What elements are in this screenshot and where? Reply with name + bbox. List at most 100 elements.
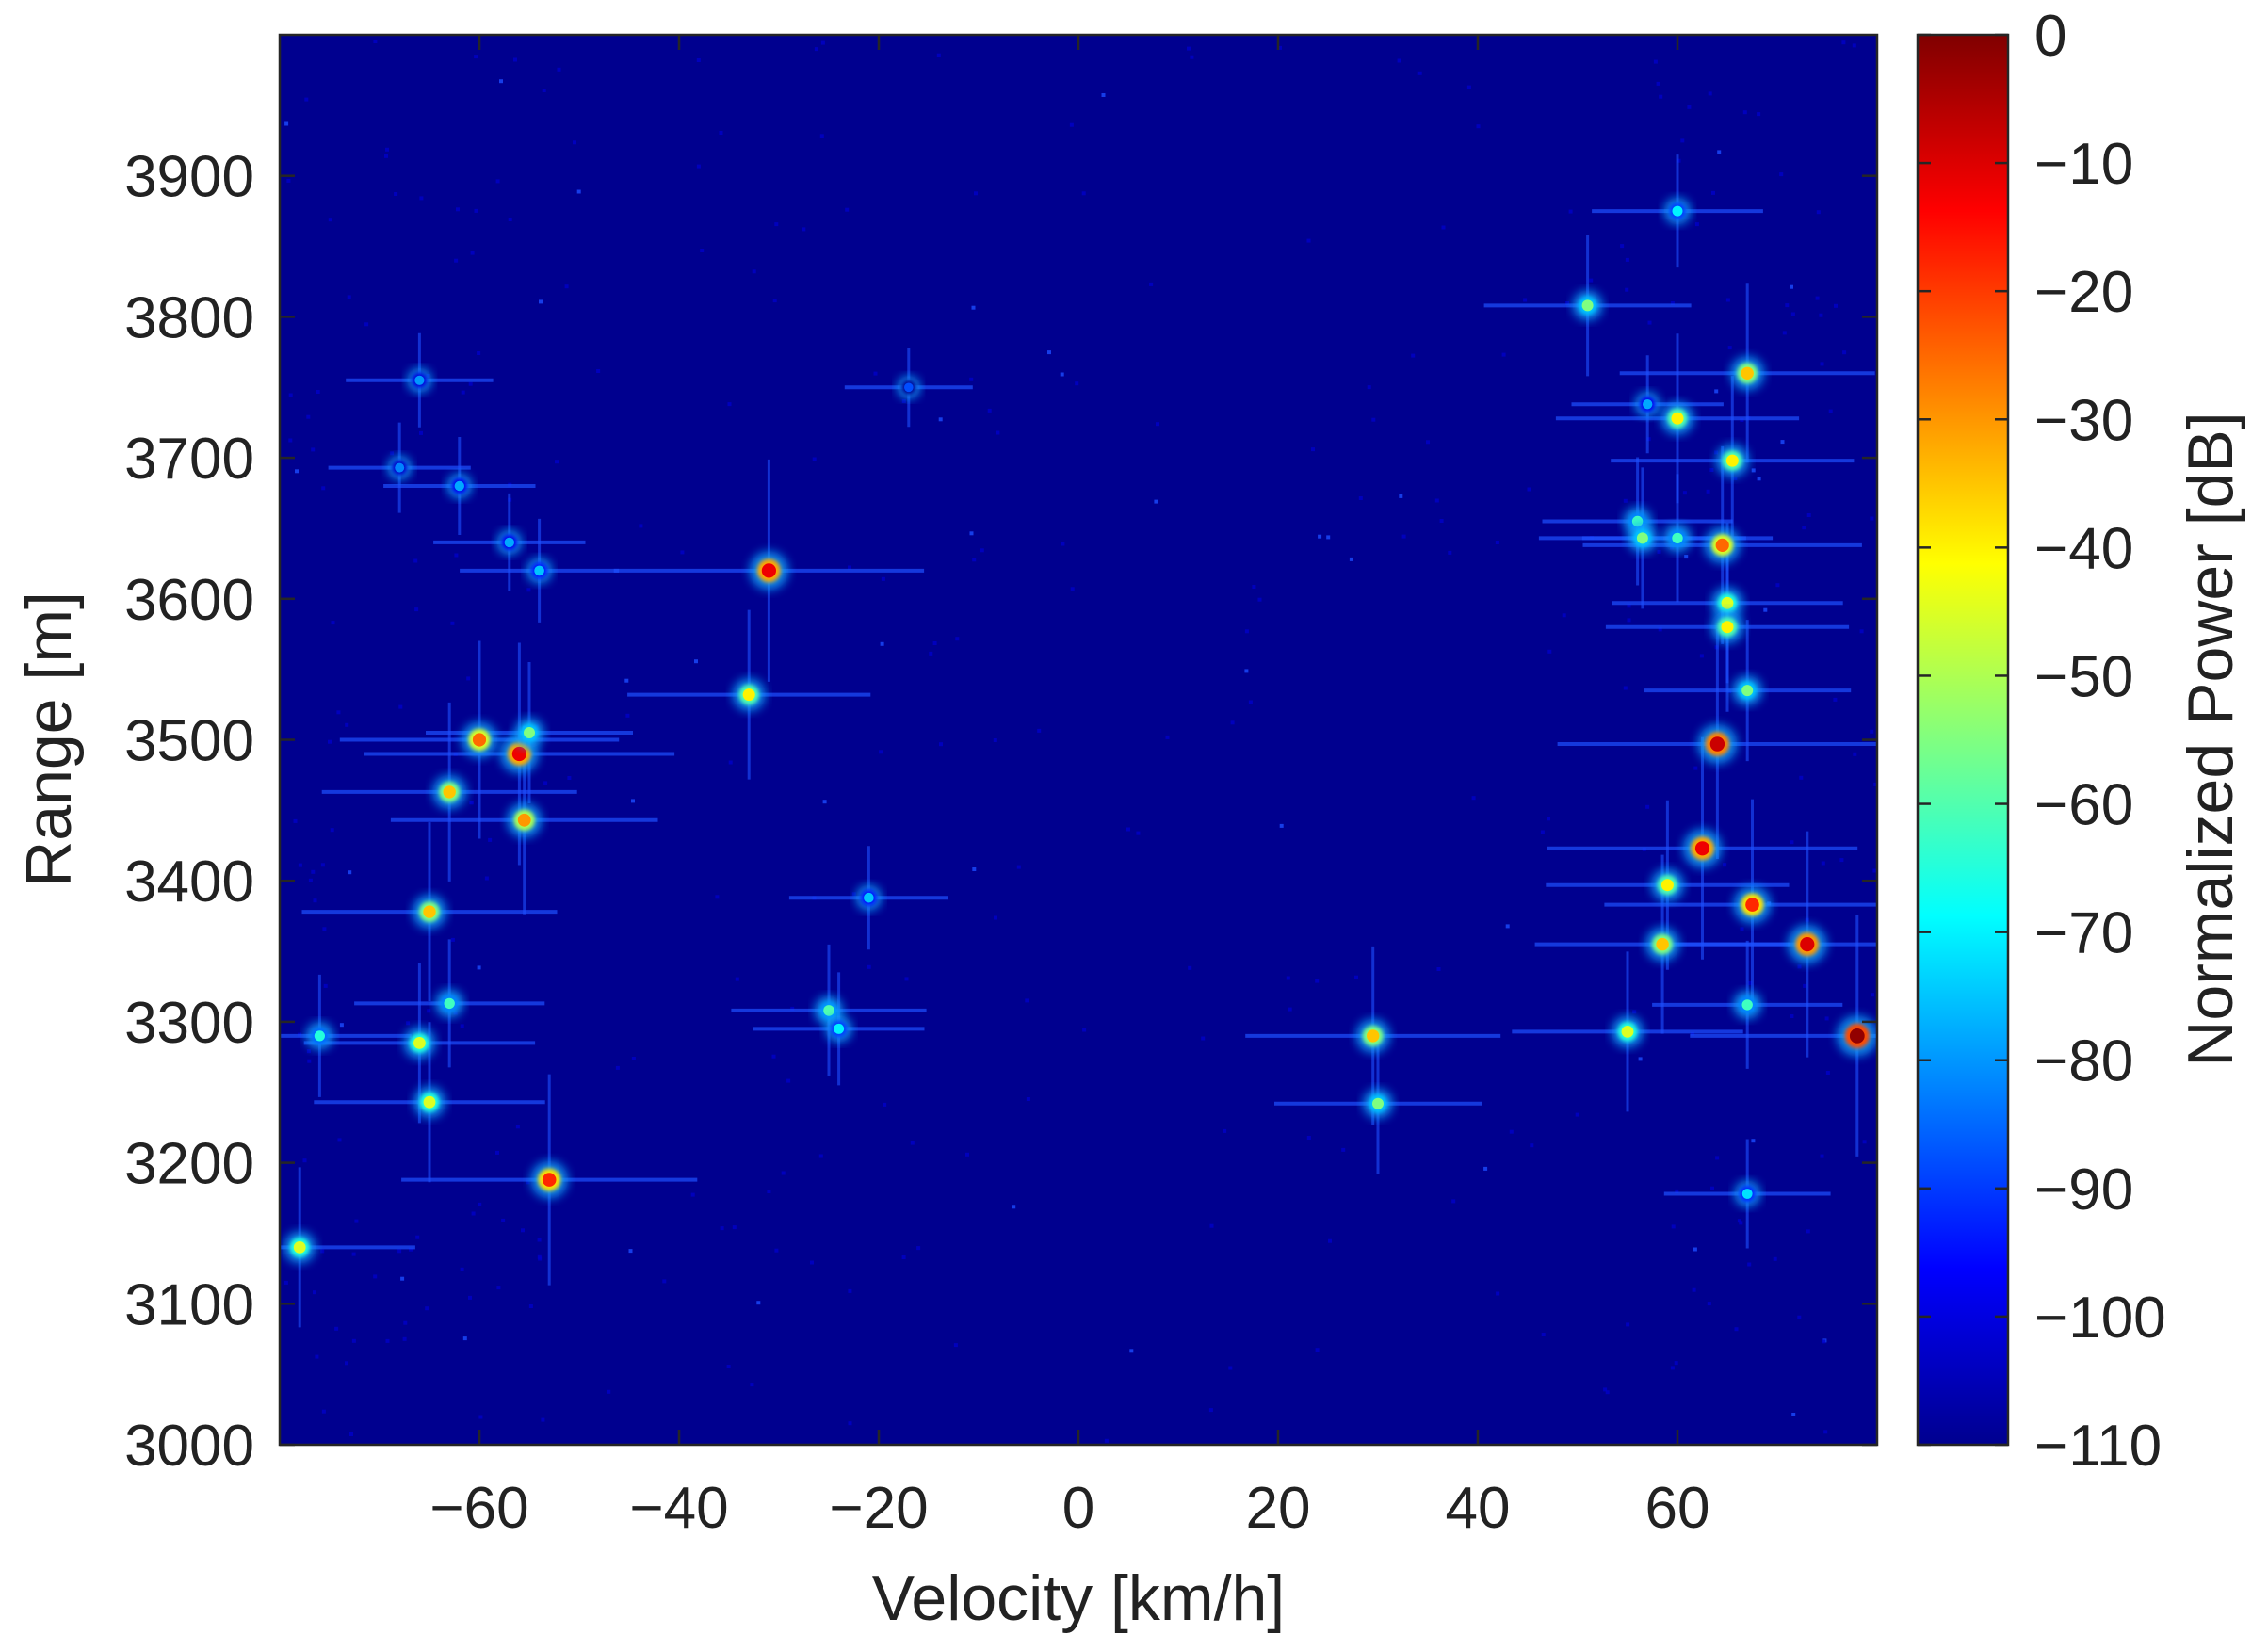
noise-speckle (1244, 629, 1249, 634)
noise-speckle (1575, 1112, 1580, 1117)
noise-speckle (567, 776, 572, 780)
noise-speckle (320, 863, 325, 867)
noise-speckle (470, 251, 475, 255)
noise-speckle (1820, 362, 1824, 366)
noise-speckle (1834, 303, 1838, 308)
target-point (1660, 879, 1674, 892)
noise-speckle (1341, 1147, 1346, 1152)
noise-speckle (1101, 93, 1106, 97)
x-tick-label: −60 (429, 1476, 528, 1541)
noise-speckle (848, 1288, 852, 1293)
noise-speckle (515, 1125, 520, 1129)
noise-speckle (1156, 422, 1159, 427)
noise-speckle (1862, 1140, 1867, 1144)
noise-speckle (1828, 409, 1833, 413)
noise-speckle (1797, 964, 1802, 969)
noise-speckle (555, 460, 559, 464)
noise-speckle (1129, 1349, 1134, 1353)
noise-speckle (1318, 534, 1322, 539)
noise-speckle (971, 305, 976, 310)
target-point (504, 537, 514, 548)
noise-speckle (939, 742, 943, 747)
target-point (293, 1241, 306, 1254)
noise-speckle (1426, 440, 1430, 445)
noise-speckle (1709, 468, 1714, 472)
colorbar-tick-label: −30 (2034, 388, 2133, 453)
noise-speckle (1822, 1339, 1826, 1344)
noise-speckle (881, 576, 885, 581)
noise-speckle (1780, 440, 1785, 445)
noise-speckle (1763, 607, 1768, 612)
noise-speckle (295, 469, 299, 474)
noise-speckle (1565, 301, 1569, 305)
noise-speckle (822, 800, 827, 804)
noise-speckle (484, 876, 489, 881)
x-axis-ticks: −60 −40 −20 0 20 40 60 (429, 35, 1709, 1541)
noise-speckle (1244, 669, 1249, 673)
noise-speckle (1714, 389, 1719, 394)
noise-speckle (328, 218, 332, 222)
noise-speckle (993, 738, 997, 742)
noise-speckle (972, 558, 977, 562)
noise-speckle (1687, 105, 1692, 109)
noise-speckle (814, 47, 818, 52)
target-point (542, 1173, 557, 1187)
noise-speckle (974, 191, 978, 196)
noise-speckle (631, 1057, 636, 1060)
noise-speckle (1657, 549, 1661, 554)
target-point (413, 1037, 426, 1049)
noise-speckle (727, 402, 732, 407)
noise-speckle (1710, 1186, 1714, 1190)
noise-speckle (320, 1249, 325, 1254)
noise-speckle (1872, 868, 1877, 873)
noise-speckle (542, 89, 546, 92)
noise-speckle (1715, 1156, 1720, 1160)
noise-speckle (1026, 1097, 1030, 1101)
noise-speckle (1311, 447, 1315, 452)
noise-speckle (385, 147, 389, 152)
noise-speckle (1527, 487, 1531, 492)
noise-speckle (720, 1226, 724, 1231)
noise-speckle (1081, 191, 1086, 196)
noise-speckle (772, 299, 777, 303)
noise-speckle (631, 799, 635, 803)
noise-speckle (337, 1138, 342, 1142)
noise-speckle (1815, 296, 1820, 300)
noise-speckle (932, 641, 937, 645)
noise-speckle (1734, 1327, 1739, 1332)
noise-speckle (1371, 417, 1376, 422)
noise-speckle (419, 196, 424, 201)
target-point (517, 813, 531, 827)
noise-speckle (1286, 976, 1290, 980)
noise-speckle (521, 1228, 525, 1233)
noise-speckle (1821, 861, 1825, 866)
noise-speckle (1187, 46, 1191, 51)
y-tick-label: 3100 (124, 1272, 254, 1337)
noise-speckle (879, 750, 883, 754)
noise-speckle (1656, 81, 1660, 86)
noise-speckle (1694, 222, 1699, 227)
noise-speckle (1501, 352, 1506, 357)
noise-speckle (848, 1421, 852, 1426)
noise-speckle (1190, 55, 1194, 59)
noise-speckle (969, 531, 974, 536)
noise-speckle (454, 258, 459, 263)
noise-speckle (364, 322, 369, 327)
colorbar-tick-label: −100 (2034, 1286, 2166, 1351)
y-tick-label: 3500 (124, 709, 254, 774)
noise-speckle (313, 898, 317, 903)
noise-speckle (1819, 313, 1823, 317)
noise-speckle (1367, 385, 1371, 390)
noise-speckle (767, 1190, 771, 1193)
colorbar-tick-label: −90 (2034, 1157, 2133, 1222)
target-point (1694, 841, 1710, 856)
noise-speckle (322, 927, 327, 931)
noise-speckle (469, 801, 474, 805)
noise-speckle (1692, 1287, 1696, 1292)
noise-speckle (345, 1361, 348, 1366)
target-point (1372, 1097, 1384, 1109)
noise-speckle (1684, 555, 1689, 559)
noise-speckle (607, 1389, 611, 1394)
target-point (1741, 366, 1754, 380)
noise-speckle (298, 863, 302, 867)
